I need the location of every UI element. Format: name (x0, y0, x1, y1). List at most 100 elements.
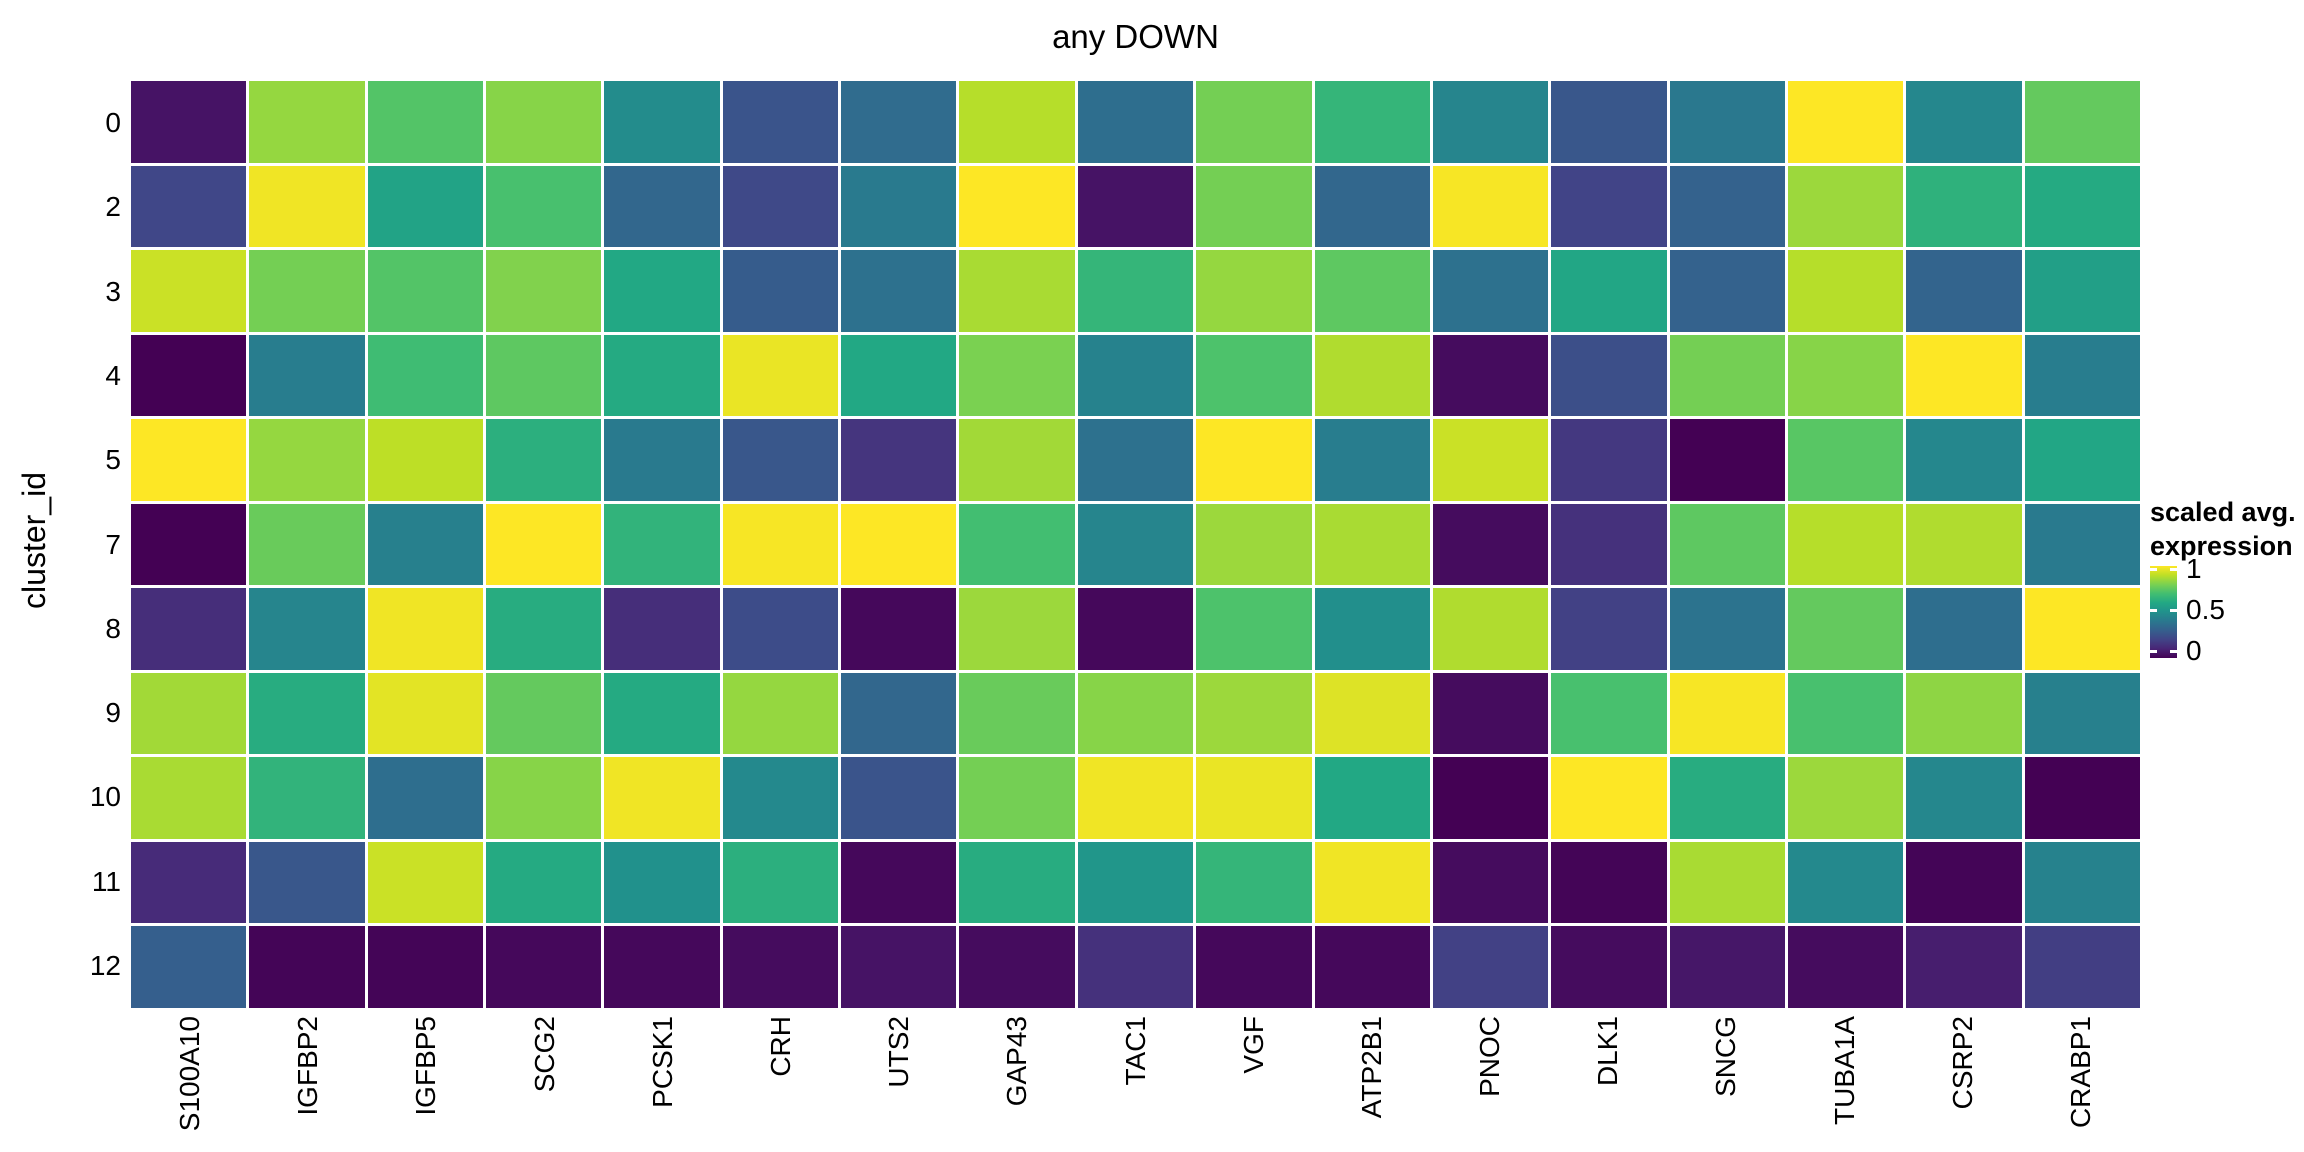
heatmap-cell-12-S100A10 (131, 926, 247, 1008)
legend-tick-label-0: 0 (2186, 634, 2202, 666)
heatmap-cell-9-PCSK1 (604, 672, 720, 755)
heatmap-cell-0-ATP2B1 (1314, 81, 1430, 163)
x-tick-label-CRH: CRH (764, 1016, 796, 1077)
x-tick-label-GAP43: GAP43 (1001, 1016, 1033, 1107)
heatmap-cell-3-PCSK1 (604, 250, 720, 332)
heatmap-cell-12-PNOC (1432, 926, 1549, 1008)
heatmap-cell-4-IGFBP5 (367, 334, 484, 417)
x-tick-label-IGFBP2: IGFBP2 (292, 1016, 324, 1116)
heatmap-cell-12-ATP2B1 (1314, 926, 1430, 1008)
heatmap-cell-0-IGFBP5 (367, 81, 484, 163)
heatmap-cell-7-IGFBP5 (367, 503, 484, 586)
heatmap-cell-3-IGFBP5 (367, 250, 484, 332)
heatmap-cell-11-DLK1 (1551, 841, 1667, 924)
heatmap-cell-11-TUBA1A (1787, 841, 1904, 924)
heatmap-cell-12-CSRP2 (1906, 926, 2022, 1008)
heatmap-cell-0-CRABP1 (2024, 81, 2140, 163)
heatmap-cell-12-UTS2 (841, 926, 957, 1008)
x-tick-label-UTS2: UTS2 (883, 1016, 915, 1088)
heatmap-cell-3-ATP2B1 (1314, 250, 1430, 332)
heatmap-cell-10-IGFBP2 (249, 757, 365, 839)
heatmap-cell-7-ATP2B1 (1314, 503, 1430, 586)
heatmap-cell-9-S100A10 (131, 672, 247, 755)
heatmap-cell-2-DLK1 (1551, 165, 1667, 248)
heatmap-cell-5-GAP43 (959, 419, 1075, 501)
heatmap-cell-7-SNCG (1669, 503, 1785, 586)
heatmap-cell-12-SCG2 (486, 926, 602, 1008)
heatmap-cell-2-IGFBP5 (367, 165, 484, 248)
heatmap-cell-5-IGFBP2 (249, 419, 365, 501)
heatmap-cell-4-VGF (1196, 334, 1312, 417)
heatmap-cell-11-CSRP2 (1906, 841, 2022, 924)
heatmap-cell-3-PNOC (1432, 250, 1549, 332)
heatmap-cell-2-CRABP1 (2024, 165, 2140, 248)
heatmap-cell-7-CSRP2 (1906, 503, 2022, 586)
heatmap-cell-4-S100A10 (131, 334, 247, 417)
heatmap-cell-12-IGFBP5 (367, 926, 484, 1008)
heatmap-cell-5-SCG2 (486, 419, 602, 501)
x-tick-label-SNCG: SNCG (1710, 1016, 1742, 1097)
heatmap-cell-8-SNCG (1669, 588, 1785, 670)
heatmap-cell-5-SNCG (1669, 419, 1785, 501)
heatmap-cell-10-DLK1 (1551, 757, 1667, 839)
heatmap-cell-11-IGFBP2 (249, 841, 365, 924)
legend: scaled avg. expression 1 0.5 0 (2150, 495, 2304, 666)
heatmap-cell-2-CSRP2 (1906, 165, 2022, 248)
heatmap-cell-7-CRH (722, 503, 839, 586)
heatmap-cell-10-CSRP2 (1906, 757, 2022, 839)
heatmap-cell-8-GAP43 (959, 588, 1075, 670)
heatmap-cell-11-SNCG (1669, 841, 1785, 924)
heatmap-cell-5-IGFBP5 (367, 419, 484, 501)
heatmap-cell-10-PCSK1 (604, 757, 720, 839)
heatmap-cell-2-SNCG (1669, 165, 1785, 248)
heatmap-cell-7-PNOC (1432, 503, 1549, 586)
heatmap-cell-3-SCG2 (486, 250, 602, 332)
x-tick-label-TUBA1A: TUBA1A (1828, 1016, 1860, 1125)
heatmap-cell-0-CRH (722, 81, 839, 163)
heatmap-cell-0-S100A10 (131, 81, 247, 163)
x-tick-label-DLK1: DLK1 (1592, 1016, 1624, 1087)
heatmap-cell-2-PCSK1 (604, 165, 720, 248)
heatmap-cell-7-CRABP1 (2024, 503, 2140, 586)
heatmap-cell-8-CSRP2 (1906, 588, 2022, 670)
heatmap-cell-12-TUBA1A (1787, 926, 1904, 1008)
heatmap-cell-0-TAC1 (1077, 81, 1194, 163)
legend-tick-mark (2170, 567, 2177, 571)
heatmap-cell-11-PCSK1 (604, 841, 720, 924)
heatmap-cell-10-GAP43 (959, 757, 1075, 839)
heatmap-cell-7-IGFBP2 (249, 503, 365, 586)
heatmap-cell-4-CSRP2 (1906, 334, 2022, 417)
heatmap-cell-7-GAP43 (959, 503, 1075, 586)
heatmap-cell-10-VGF (1196, 757, 1312, 839)
heatmap-cell-10-TUBA1A (1787, 757, 1904, 839)
legend-tick-mark (2150, 608, 2157, 612)
heatmap-cell-9-TAC1 (1077, 672, 1194, 755)
heatmap-cell-2-UTS2 (841, 165, 957, 248)
heatmap-cell-8-S100A10 (131, 588, 247, 670)
heatmap-cell-4-TUBA1A (1787, 334, 1904, 417)
heatmap-cell-5-VGF (1196, 419, 1312, 501)
heatmap-cell-3-VGF (1196, 250, 1312, 332)
legend-title-line1: scaled avg. (2150, 497, 2296, 527)
heatmap-cell-5-CRABP1 (2024, 419, 2140, 501)
x-tick-label-PCSK1: PCSK1 (646, 1016, 678, 1108)
legend-tick-label-1: 1 (2186, 552, 2202, 584)
heatmap-cell-12-GAP43 (959, 926, 1075, 1008)
heatmap-cell-2-CRH (722, 165, 839, 248)
heatmap-cell-2-TUBA1A (1787, 165, 1904, 248)
heatmap-cell-0-TUBA1A (1787, 81, 1904, 163)
legend-title-line2: expression (2150, 531, 2293, 561)
heatmap-cell-4-PCSK1 (604, 334, 720, 417)
heatmap-cell-12-CRH (722, 926, 839, 1008)
heatmap-cell-0-SNCG (1669, 81, 1785, 163)
heatmap-cell-2-PNOC (1432, 165, 1549, 248)
heatmap-cell-10-ATP2B1 (1314, 757, 1430, 839)
heatmap-cell-2-GAP43 (959, 165, 1075, 248)
heatmap-cell-9-SNCG (1669, 672, 1785, 755)
y-tick-label-4: 4 (105, 359, 121, 391)
heatmap-cell-8-IGFBP5 (367, 588, 484, 670)
heatmap-cell-5-DLK1 (1551, 419, 1667, 501)
heatmap-cell-5-TAC1 (1077, 419, 1194, 501)
heatmap-cell-8-TUBA1A (1787, 588, 1904, 670)
